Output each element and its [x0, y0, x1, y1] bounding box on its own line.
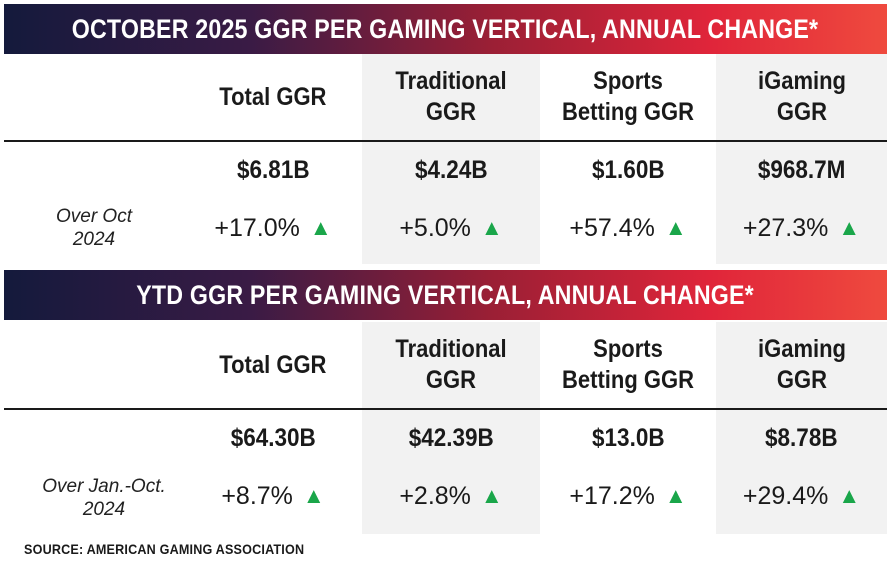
- change-total-ggr: +8.7% ▲: [221, 481, 325, 510]
- header-rule: [4, 408, 887, 410]
- value-igaming-ggr: $968.7M: [757, 155, 846, 184]
- change-total-ggr: +17.0% ▲: [214, 213, 332, 242]
- value-traditional-ggr: $42.39B: [408, 423, 494, 452]
- up-arrow-icon: ▲: [302, 483, 325, 508]
- value-total-ggr: $6.81B: [236, 155, 310, 184]
- header-traditional-ggr: Traditional GGR: [395, 335, 507, 394]
- value-igaming-ggr: $8.78B: [765, 423, 838, 452]
- ytd-title-banner: YTD GGR PER GAMING VERTICAL, ANNUAL CHAN…: [4, 270, 887, 320]
- october-title: OCTOBER 2025 GGR PER GAMING VERTICAL, AN…: [72, 13, 819, 44]
- header-total-ggr: Total GGR: [219, 350, 327, 379]
- change-sports-betting-ggr: +57.4% ▲: [569, 213, 687, 242]
- header-traditional-ggr: Traditional GGR: [395, 67, 507, 126]
- ytd-table: Total GGR Traditional GGR Sports Betting…: [4, 322, 887, 534]
- october-table: Total GGR Traditional GGR Sports Betting…: [4, 54, 887, 264]
- change-igaming-ggr: +29.4% ▲: [742, 481, 861, 510]
- change-traditional-ggr: +5.0% ▲: [399, 213, 503, 242]
- change-traditional-ggr: +2.8% ▲: [399, 481, 503, 510]
- up-arrow-icon: ▲: [480, 215, 503, 240]
- up-arrow-icon: ▲: [664, 483, 687, 508]
- shade-traditional: [362, 322, 540, 534]
- up-arrow-icon: ▲: [480, 483, 503, 508]
- change-row-label: Over Oct 2024: [55, 206, 132, 250]
- up-arrow-icon: ▲: [838, 483, 861, 508]
- value-sports-betting-ggr: $1.60B: [591, 155, 665, 184]
- value-sports-betting-ggr: $13.0B: [591, 423, 665, 452]
- up-arrow-icon: ▲: [664, 215, 687, 240]
- up-arrow-icon: ▲: [309, 215, 332, 240]
- header-igaming-ggr: iGaming GGR: [757, 67, 846, 126]
- change-igaming-ggr: +27.3% ▲: [742, 213, 861, 242]
- shade-traditional: [362, 54, 540, 264]
- change-sports-betting-ggr: +17.2% ▲: [569, 481, 687, 510]
- october-title-banner: OCTOBER 2025 GGR PER GAMING VERTICAL, AN…: [4, 4, 887, 54]
- header-sports-betting-ggr: Sports Betting GGR: [562, 67, 694, 126]
- header-total-ggr: Total GGR: [219, 82, 327, 111]
- header-rule: [4, 140, 887, 142]
- shade-igaming: [716, 322, 887, 534]
- shade-igaming: [716, 54, 887, 264]
- ytd-title: YTD GGR PER GAMING VERTICAL, ANNUAL CHAN…: [136, 279, 755, 310]
- value-traditional-ggr: $4.24B: [414, 155, 488, 184]
- value-total-ggr: $64.30B: [230, 423, 316, 452]
- header-igaming-ggr: iGaming GGR: [757, 335, 846, 394]
- up-arrow-icon: ▲: [838, 215, 861, 240]
- change-row-label: Over Jan.-Oct. 2024: [42, 476, 166, 520]
- header-sports-betting-ggr: Sports Betting GGR: [562, 335, 694, 394]
- source-note: SOURCE: AMERICAN GAMING ASSOCIATION: [24, 541, 305, 557]
